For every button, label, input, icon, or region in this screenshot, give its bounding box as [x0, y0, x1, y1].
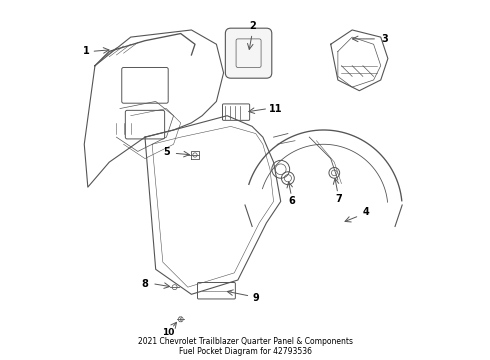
Text: 5: 5	[163, 147, 170, 157]
FancyBboxPatch shape	[225, 28, 272, 78]
Text: 4: 4	[363, 207, 370, 217]
Text: 3: 3	[381, 34, 388, 44]
Text: 8: 8	[142, 279, 148, 289]
Text: 1: 1	[83, 46, 89, 57]
Text: 2021 Chevrolet Trailblazer Quarter Panel & Components
Fuel Pocket Diagram for 42: 2021 Chevrolet Trailblazer Quarter Panel…	[138, 337, 352, 356]
Text: 6: 6	[288, 197, 295, 206]
Text: 11: 11	[269, 104, 282, 113]
Text: 7: 7	[335, 194, 342, 203]
Text: 10: 10	[162, 328, 174, 337]
Text: 2: 2	[249, 21, 255, 31]
Text: 9: 9	[252, 293, 259, 303]
